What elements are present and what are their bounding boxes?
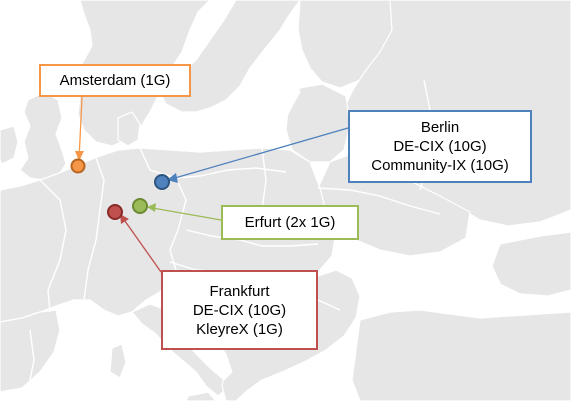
anatolia-landmass — [351, 309, 571, 401]
caucasus-landmass — [491, 231, 571, 297]
border-line — [27, 329, 35, 391]
frankfurt-marker[interactable] — [107, 204, 123, 220]
berlin-callout: Berlin DE-CIX (10G) Community-IX (10G) — [348, 110, 532, 183]
border-line — [479, 219, 501, 245]
erfurt-connector — [146, 206, 222, 221]
amsterdam-callout: Amsterdam (1G) — [39, 64, 191, 97]
callout-line: Frankfurt — [209, 282, 270, 300]
black-sea — [363, 255, 501, 309]
location-markers — [70, 158, 170, 220]
callout-line: DE-CIX (10G) — [192, 301, 287, 319]
frankfurt-connector — [119, 213, 162, 273]
berlin-connector — [167, 127, 349, 181]
denmark-landmass — [117, 111, 141, 147]
border-line — [83, 157, 105, 301]
erfurt-arrowhead — [147, 203, 156, 212]
amsterdam-arrowhead — [75, 151, 84, 161]
sicily-landmass — [185, 391, 217, 401]
border-line — [39, 179, 67, 313]
border-line — [139, 147, 187, 293]
callout-line: Erfurt (2x 1G) — [244, 214, 336, 231]
callout-line: Amsterdam (1G) — [59, 72, 171, 89]
callout-line: KleyreX (1G) — [196, 320, 283, 338]
connector-lines — [78, 96, 349, 273]
border-line — [175, 167, 287, 179]
amsterdam-marker[interactable] — [70, 158, 86, 174]
frankfurt-callout: Frankfurt DE-CIX (10G) KleyreX (1G) — [161, 270, 318, 350]
ireland-landmass — [0, 125, 19, 165]
callout-line: Berlin — [420, 119, 460, 136]
iberia-landmass — [0, 309, 61, 393]
frankfurt-arrowhead — [120, 214, 129, 224]
border-line — [185, 229, 319, 247]
seas — [165, 73, 501, 381]
callout-line: Community-IX (10G) — [371, 157, 509, 174]
erfurt-marker[interactable] — [132, 198, 148, 214]
baltic-sea — [165, 73, 301, 147]
border-line — [317, 187, 441, 215]
amsterdam-connector — [78, 96, 83, 161]
sardinia-landmass — [109, 343, 127, 379]
erfurt-callout: Erfurt (2x 1G) — [221, 205, 359, 240]
berlin-marker[interactable] — [154, 174, 170, 190]
callout-line: DE-CIX (10G) — [393, 138, 487, 155]
